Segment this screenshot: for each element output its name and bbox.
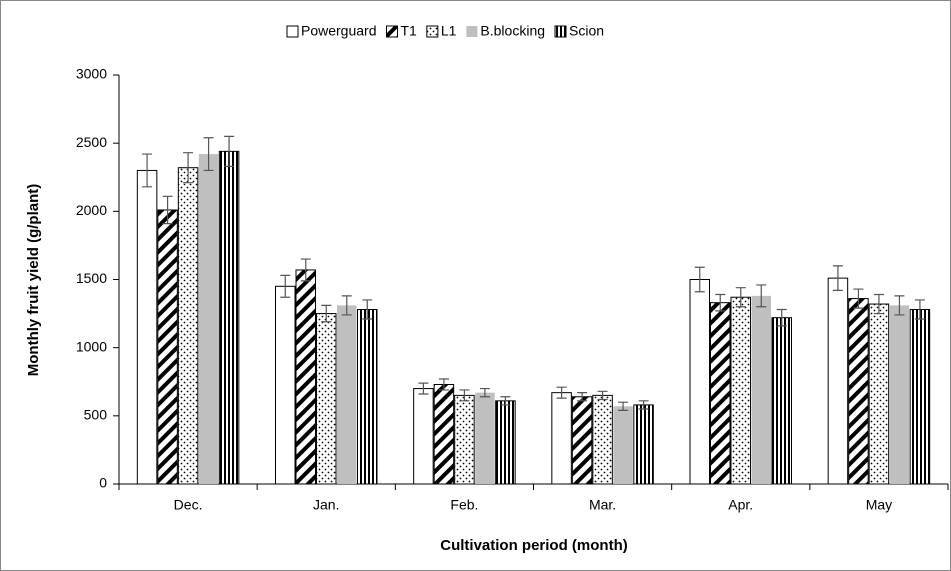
y-tick-label: 1500 [76,270,107,286]
bar [337,305,357,484]
legend-label: Powerguard [301,23,377,39]
bar [751,295,771,484]
x-tick-label: Mar. [589,497,616,513]
legend-swatch [554,25,567,38]
error-bar [162,195,173,225]
error-bar [638,400,649,410]
legend-swatch [386,25,398,38]
bar [357,308,378,485]
legend-label: L1 [441,23,457,39]
error-bar [715,293,726,312]
error-bar [142,153,153,188]
error-bar [853,288,864,309]
legend-swatch [426,25,439,38]
y-axis-label: Monthly fruit yield (g/plant) [25,184,42,376]
x-tick-label: Feb. [450,497,478,513]
error-bar [362,299,373,320]
y-tick-label: 3000 [76,66,107,82]
bar [495,400,516,485]
x-tick-label: Apr. [728,497,753,513]
bar [551,392,572,485]
bar [827,277,849,485]
error-bar [894,295,905,316]
x-tick-label: Jan. [313,497,339,513]
bar [218,150,240,485]
error-bar [203,137,214,172]
bar [136,169,158,485]
bar [157,209,178,485]
bar [454,394,475,485]
x-axis-label: Cultivation period (month) [440,537,627,554]
legend-swatch [466,26,478,37]
bar [730,296,751,485]
y-tick-label: 500 [84,407,108,423]
error-bar [280,274,291,298]
bar [710,302,731,485]
error-bar [618,401,629,411]
bar [848,298,869,485]
error-bar [577,392,588,402]
error-bar [735,287,746,308]
bar [571,396,593,485]
error-bar [500,396,511,406]
legend-label: B.blocking [480,23,545,39]
error-bar [418,382,429,395]
error-bar [756,284,767,308]
error-bar [776,308,787,327]
y-tick-label: 1000 [76,338,107,354]
bar [613,406,633,484]
error-bar [873,293,884,315]
bar [592,394,613,485]
error-bar [597,390,608,401]
legend-label: T1 [401,23,418,39]
bar [275,285,296,485]
error-bar [479,387,490,398]
bar [316,313,337,485]
legend-label: Scion [569,23,604,39]
bar [198,154,219,484]
error-bar [224,135,235,167]
error-bar [914,299,925,320]
error-bar [556,386,567,399]
bar [633,404,654,485]
error-bar [459,389,470,402]
x-tick-label: May [866,497,892,513]
bar [909,308,931,485]
y-tick-label: 2500 [76,134,107,150]
error-bar [300,258,311,282]
x-tick-label: Dec. [174,497,203,513]
error-bar [321,304,332,323]
bar [295,269,316,485]
bar [889,305,910,484]
bar [868,303,890,485]
error-bar [341,295,352,316]
y-tick-label: 0 [99,475,107,491]
bar [771,317,792,485]
error-bar [694,266,705,293]
bar [433,383,455,485]
bar [413,388,434,485]
error-bar [832,265,843,292]
y-tick-label: 2000 [76,202,107,218]
error-bar [438,378,449,391]
error-bar [183,152,194,184]
legend: Powerguard T1 L1 B.blocking Scion [286,23,604,39]
bar [177,167,199,485]
bar [689,279,710,485]
bar [475,392,495,484]
legend-swatch [286,25,299,38]
